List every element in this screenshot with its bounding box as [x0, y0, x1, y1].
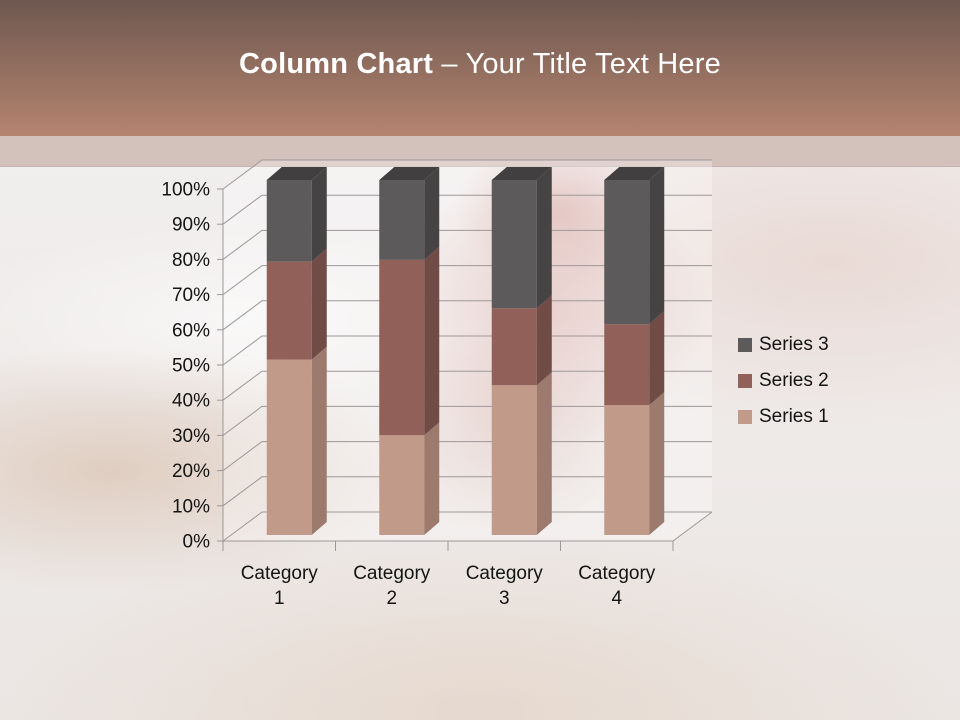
- y-tick-label: 40%: [172, 391, 210, 412]
- gridline: [222, 300, 712, 331]
- chart-legend: Series 3 Series 2 Series 1: [738, 334, 829, 442]
- bar-segment-front-series3-cat2: [379, 180, 425, 260]
- bar-segment-side-series3-cat3: [536, 167, 552, 309]
- gridline: [222, 335, 712, 366]
- bar-top-cat3: [491, 167, 552, 180]
- bar-segment-side-series2-cat1: [311, 248, 327, 360]
- gridline: [222, 194, 712, 225]
- legend-swatch: [738, 409, 752, 424]
- bar-segment-front-series2-cat2: [379, 259, 425, 436]
- slide-title: Column Chart – Your Title Text Here: [239, 48, 721, 81]
- bar-segment-side-series2-cat4: [649, 311, 665, 406]
- legend-item-series1[interactable]: Series 1: [738, 406, 829, 427]
- header-accent-band: [0, 136, 960, 167]
- category-label: Category: [241, 563, 319, 584]
- bar-segment-front-series3-cat1: [266, 180, 312, 262]
- bar-segment-front-series1-cat4: [604, 405, 650, 535]
- gridline: [222, 370, 712, 401]
- bar-segment-front-series3-cat4: [604, 180, 650, 325]
- bar-segment-side-series1-cat1: [311, 346, 327, 535]
- y-tick-label: 90%: [172, 215, 210, 236]
- bar-segment-side-series3-cat4: [649, 167, 665, 325]
- gridline: [222, 229, 712, 260]
- y-tick-label: 50%: [172, 356, 210, 377]
- bar-segment-front-series3-cat3: [491, 180, 537, 309]
- legend-label: Series 3: [759, 334, 829, 355]
- bar-segment-side-series2-cat2: [424, 246, 440, 436]
- category-label: 4: [611, 588, 622, 609]
- legend-swatch: [738, 337, 752, 352]
- y-tick-label: 0%: [183, 532, 211, 553]
- gridline: [222, 511, 712, 542]
- floor-right-edge: [672, 511, 713, 542]
- bar-segment-front-series1-cat2: [379, 435, 425, 535]
- y-tick-label: 30%: [172, 426, 210, 447]
- gridline: [222, 476, 712, 507]
- y-tick-label: 100%: [161, 180, 210, 201]
- y-tick-label: 10%: [172, 496, 210, 517]
- y-tick-label: 20%: [172, 461, 210, 482]
- bar-segment-side-series1-cat3: [536, 372, 552, 535]
- bar-segment-side-series3-cat1: [311, 167, 327, 262]
- bar-segment-front-series1-cat3: [491, 385, 537, 535]
- bar-segment-side-series3-cat2: [424, 167, 440, 260]
- bar-segment-side-series2-cat3: [536, 295, 552, 386]
- y-tick-label: 80%: [172, 250, 210, 271]
- bar-segment-front-series2-cat4: [604, 324, 650, 406]
- legend-label: Series 2: [759, 370, 829, 391]
- legend-item-series3[interactable]: Series 3: [738, 334, 829, 355]
- title-placeholder[interactable]: Column Chart – Your Title Text Here: [0, 0, 960, 136]
- bar-segment-side-series1-cat2: [424, 422, 440, 535]
- gridline: [222, 441, 712, 472]
- gridline: [222, 159, 712, 190]
- bar-segment-front-series2-cat1: [266, 261, 312, 360]
- category-label: Category: [578, 563, 656, 584]
- bar-top-cat1: [266, 167, 327, 180]
- y-tick-label: 70%: [172, 285, 210, 306]
- legend-label: Series 1: [759, 406, 829, 427]
- gridline: [222, 405, 712, 436]
- legend-item-series2[interactable]: Series 2: [738, 370, 829, 391]
- category-label: Category: [353, 563, 431, 584]
- bar-top-cat4: [604, 167, 665, 180]
- category-label: 1: [274, 588, 285, 609]
- bar-segment-front-series2-cat3: [491, 308, 537, 386]
- gridline: [222, 265, 712, 296]
- slide-title-rest: – Your Title Text Here: [433, 47, 721, 80]
- bar-segment-front-series1-cat1: [266, 359, 312, 535]
- bar-segment-side-series1-cat4: [649, 392, 665, 535]
- bar-top-cat2: [379, 167, 440, 180]
- category-label: 3: [499, 588, 510, 609]
- legend-swatch: [738, 373, 752, 388]
- floor: [223, 512, 712, 541]
- y-tick-label: 60%: [172, 320, 210, 341]
- slide-title-bold: Column Chart: [239, 47, 434, 80]
- category-label: Category: [466, 563, 544, 584]
- category-label: 2: [386, 588, 397, 609]
